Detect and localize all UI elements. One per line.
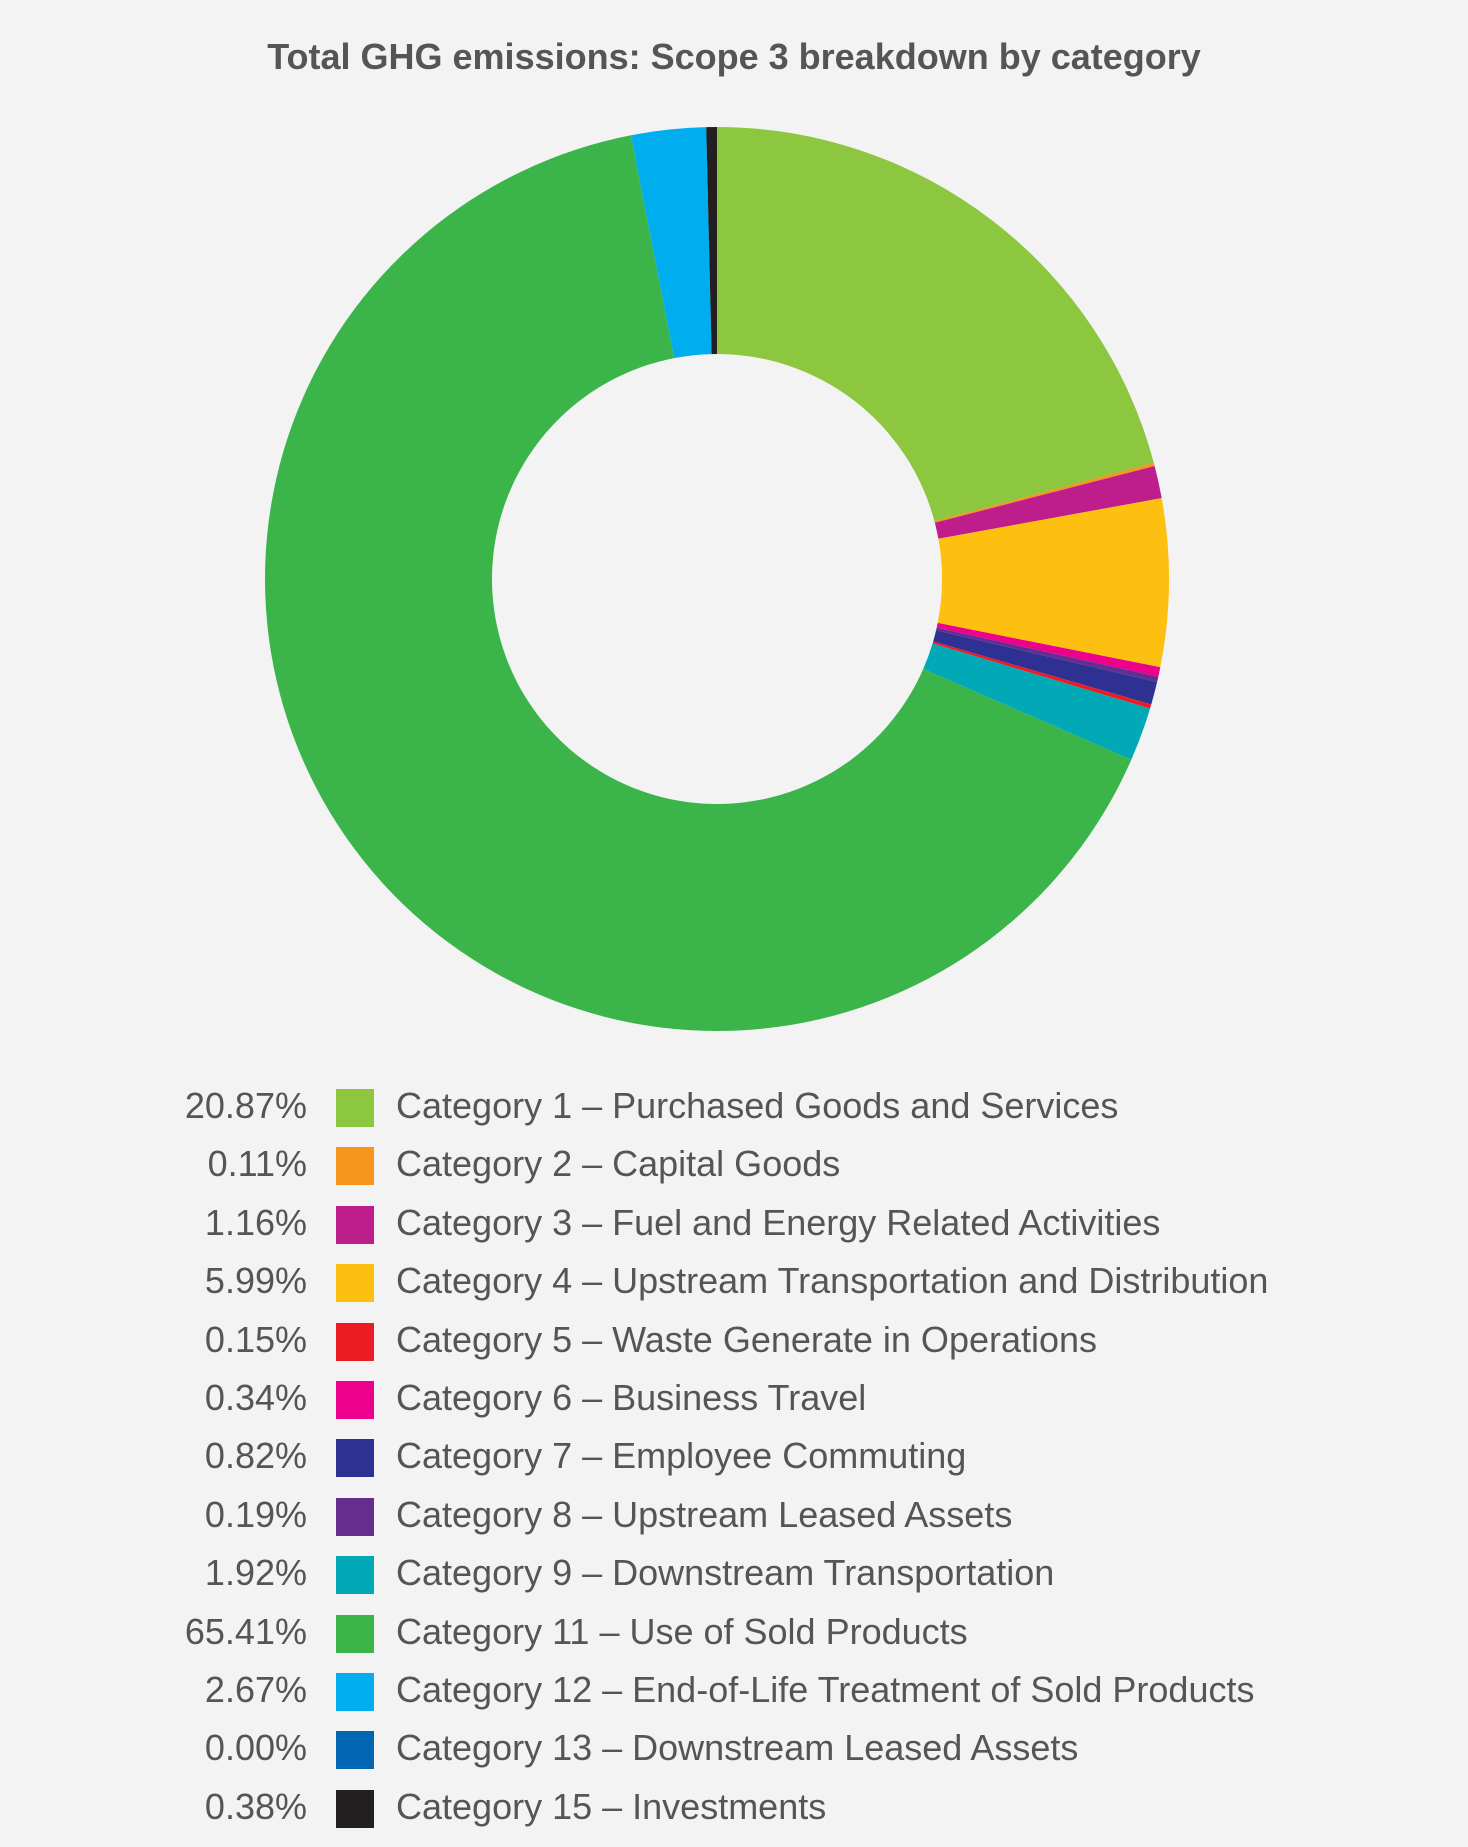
- legend-value: 0.15%: [204, 1318, 307, 1360]
- legend-item: 0.38% Category 15 – Investments: [0, 1785, 1468, 1829]
- donut-chart: [264, 127, 1169, 1032]
- legend-swatch: [336, 1089, 374, 1127]
- slice-13: [706, 127, 717, 355]
- legend-value: 0.11%: [207, 1143, 307, 1185]
- donut-slices: [264, 127, 1169, 1032]
- legend-value: 20.87%: [184, 1085, 307, 1126]
- slice-3: [934, 465, 1162, 539]
- legend-swatch: [336, 1147, 374, 1186]
- slice-9: [923, 643, 1151, 760]
- slice-5: [932, 641, 1152, 709]
- legend-label: Category 4 – Upstream Transportation and…: [396, 1260, 1269, 1302]
- slice-1: [717, 127, 1154, 522]
- legend-label: Category 13 – Downstream Leased Assets: [396, 1727, 1079, 1769]
- legend-label: Category 3 – Fuel and Energy Related Act…: [396, 1201, 1161, 1243]
- legend-swatch: [336, 1264, 374, 1303]
- legend-value: 0.38%: [204, 1785, 307, 1827]
- legend-value: 5.99%: [204, 1260, 307, 1302]
- legend-item: 0.19% Category 8 – Upstream Leased Assets: [0, 1493, 1468, 1537]
- legend-value: 0.82%: [204, 1435, 307, 1477]
- legend-swatch: [336, 1322, 374, 1361]
- legend-item: 65.41% Category 11 – Use of Sold Products: [0, 1610, 1468, 1654]
- legend-swatch: [336, 1205, 374, 1244]
- legend-item: 0.00% Category 13 – Downstream Leased Ass…: [0, 1726, 1468, 1770]
- legend-item: 5.99% Category 4 – Upstream Transportatio…: [0, 1259, 1468, 1303]
- chart-title: Total GHG emissions: Scope 3 breakdown b…: [267, 36, 1201, 77]
- legend-label: Category 2 – Capital Goods: [396, 1143, 841, 1185]
- legend-label: Category 9 – Downstream Transportation: [396, 1552, 1055, 1594]
- legend-label: Category 8 – Upstream Leased Assets: [396, 1493, 1013, 1535]
- legend-item: 0.34% Category 6 – Business Travel: [0, 1376, 1468, 1420]
- legend-value: 65.41%: [184, 1610, 307, 1652]
- slice-6: [936, 622, 1161, 677]
- legend-label: Category 12 – End-of-Life Treatment of S…: [396, 1669, 1255, 1710]
- legend-item: 1.16% Category 3 – Fuel and Energy Relate…: [0, 1201, 1468, 1245]
- legend-swatch: [336, 1497, 374, 1536]
- legend-value: 2.67%: [204, 1669, 307, 1710]
- legend-value: 0.00%: [204, 1727, 307, 1769]
- legend-label: Category 5 – Waste Generate in Operation…: [396, 1318, 1098, 1360]
- legend-label: Category 6 – Business Travel: [396, 1377, 867, 1418]
- legend-value: 0.19%: [204, 1493, 307, 1535]
- legend-swatch: [336, 1439, 374, 1478]
- legend-swatch: [336, 1556, 374, 1595]
- legend-item: 20.87% Category 1 – Purchased Goods and S…: [0, 1084, 1468, 1128]
- legend-value: 1.92%: [204, 1552, 307, 1594]
- legend-item: 2.67% Category 12 – End-of-Life Treatment…: [0, 1668, 1468, 1712]
- legend-label: Category 11 – Use of Sold Products: [396, 1610, 968, 1652]
- legend-item: 0.82% Category 7 – Employee Commuting: [0, 1434, 1468, 1478]
- legend-label: Category 7 – Employee Commuting: [396, 1435, 967, 1477]
- legend-value: 1.16%: [204, 1201, 307, 1243]
- slice-10: [264, 135, 1132, 1032]
- legend-swatch: [336, 1673, 374, 1711]
- slice-2: [934, 462, 1155, 523]
- legend-value: 0.34%: [204, 1377, 307, 1418]
- legend-item: 0.15% Category 5 – Waste Generate in Oper…: [0, 1318, 1468, 1362]
- legend-swatch: [336, 1381, 374, 1419]
- legend-item: 1.92% Category 9 – Downstream Transportat…: [0, 1551, 1468, 1595]
- slice-7: [933, 630, 1158, 705]
- legend-swatch: [336, 1614, 374, 1653]
- legend-item: 0.11% Category 2 – Capital Goods: [0, 1142, 1468, 1186]
- legend-swatch: [336, 1789, 374, 1828]
- legend-label: Category 15 – Investments: [396, 1785, 827, 1827]
- slice-4: [937, 498, 1169, 668]
- legend-label: Category 1 – Purchased Goods and Service…: [396, 1085, 1119, 1126]
- slice-8: [936, 627, 1159, 682]
- legend-swatch: [336, 1731, 374, 1770]
- slice-11: [630, 127, 712, 359]
